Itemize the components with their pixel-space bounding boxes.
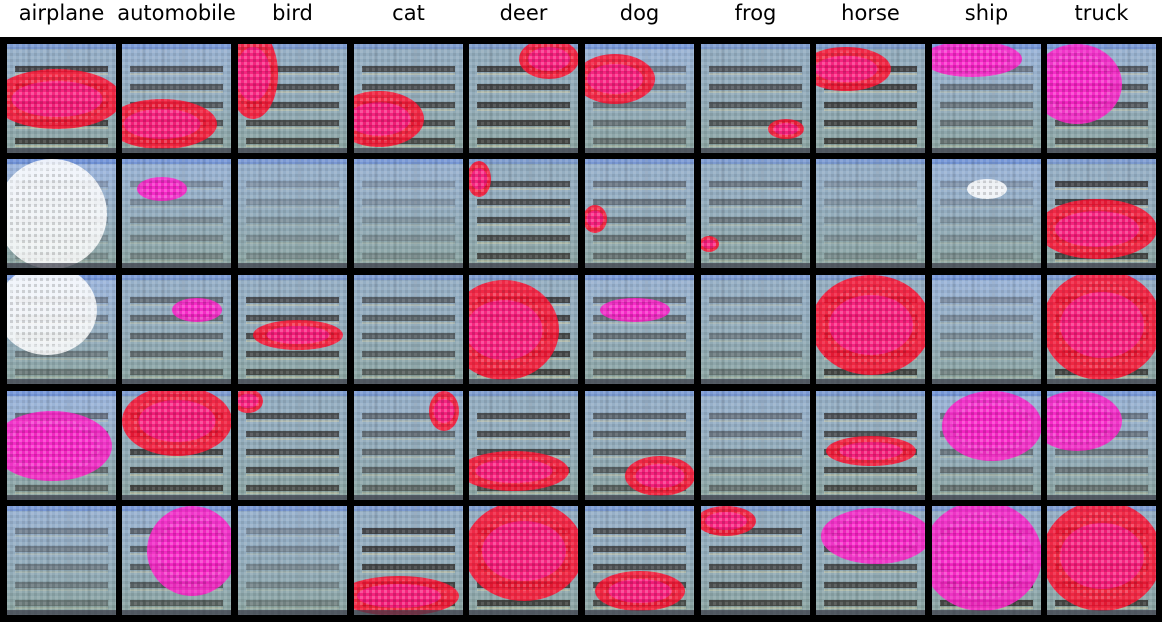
class-label-row: airplane automobile bird cat deer dog frog hors… xyxy=(0,0,1162,36)
generated-sample-automobile xyxy=(122,44,231,153)
generated-sample-frog xyxy=(701,391,810,500)
generated-sample-deer xyxy=(469,506,578,615)
generated-sample-cat xyxy=(354,391,463,500)
generated-sample-truck xyxy=(1047,44,1156,153)
generated-sample-dog xyxy=(585,506,694,615)
generated-sample-ship xyxy=(932,44,1041,153)
class-label-horse: horse xyxy=(841,1,900,25)
generated-sample-truck xyxy=(1047,391,1156,500)
generated-sample-truck xyxy=(1047,506,1156,615)
class-label-bird: bird xyxy=(272,1,313,25)
generated-sample-frog xyxy=(701,44,810,153)
generated-sample-dog xyxy=(585,391,694,500)
class-label-cat: cat xyxy=(392,1,425,25)
generated-sample-truck xyxy=(1047,159,1156,268)
generated-sample-airplane xyxy=(7,391,116,500)
class-label-airplane: airplane xyxy=(18,1,105,25)
generated-sample-deer xyxy=(469,275,578,384)
generated-sample-bird xyxy=(238,391,347,500)
generated-sample-cat xyxy=(354,275,463,384)
generated-sample-ship xyxy=(932,391,1041,500)
generated-sample-deer xyxy=(469,391,578,500)
generated-sample-deer xyxy=(469,44,578,153)
generated-sample-airplane xyxy=(7,44,116,153)
generated-sample-dog xyxy=(585,159,694,268)
generated-sample-frog xyxy=(701,159,810,268)
generated-sample-cat xyxy=(354,506,463,615)
generated-sample-airplane xyxy=(7,275,116,384)
generated-sample-ship xyxy=(932,159,1041,268)
generated-sample-automobile xyxy=(122,159,231,268)
generated-sample-horse xyxy=(816,391,925,500)
class-label-frog: frog xyxy=(734,1,777,25)
generated-sample-bird xyxy=(238,506,347,615)
generated-sample-horse xyxy=(816,506,925,615)
generated-sample-automobile xyxy=(122,506,231,615)
generated-sample-airplane xyxy=(7,506,116,615)
class-label-truck: truck xyxy=(1074,1,1129,25)
generated-sample-ship xyxy=(932,275,1041,384)
generated-sample-horse xyxy=(816,44,925,153)
generated-sample-truck xyxy=(1047,275,1156,384)
generated-sample-cat xyxy=(354,159,463,268)
class-label-automobile: automobile xyxy=(117,1,236,25)
generated-sample-airplane xyxy=(7,159,116,268)
generated-sample-ship xyxy=(932,506,1041,615)
class-label-deer: deer xyxy=(499,1,548,25)
generated-sample-dog xyxy=(585,275,694,384)
generated-sample-deer xyxy=(469,159,578,268)
generated-sample-bird xyxy=(238,275,347,384)
generated-sample-horse xyxy=(816,275,925,384)
generated-image-grid xyxy=(0,37,1162,622)
generated-sample-frog xyxy=(701,275,810,384)
class-label-ship: ship xyxy=(964,1,1009,25)
generated-sample-bird xyxy=(238,159,347,268)
generated-sample-horse xyxy=(816,159,925,268)
class-label-dog: dog xyxy=(619,1,660,25)
generated-sample-automobile xyxy=(122,275,231,384)
generated-sample-automobile xyxy=(122,391,231,500)
generated-sample-bird xyxy=(238,44,347,153)
generated-sample-frog xyxy=(701,506,810,615)
generated-sample-cat xyxy=(354,44,463,153)
generated-sample-dog xyxy=(585,44,694,153)
